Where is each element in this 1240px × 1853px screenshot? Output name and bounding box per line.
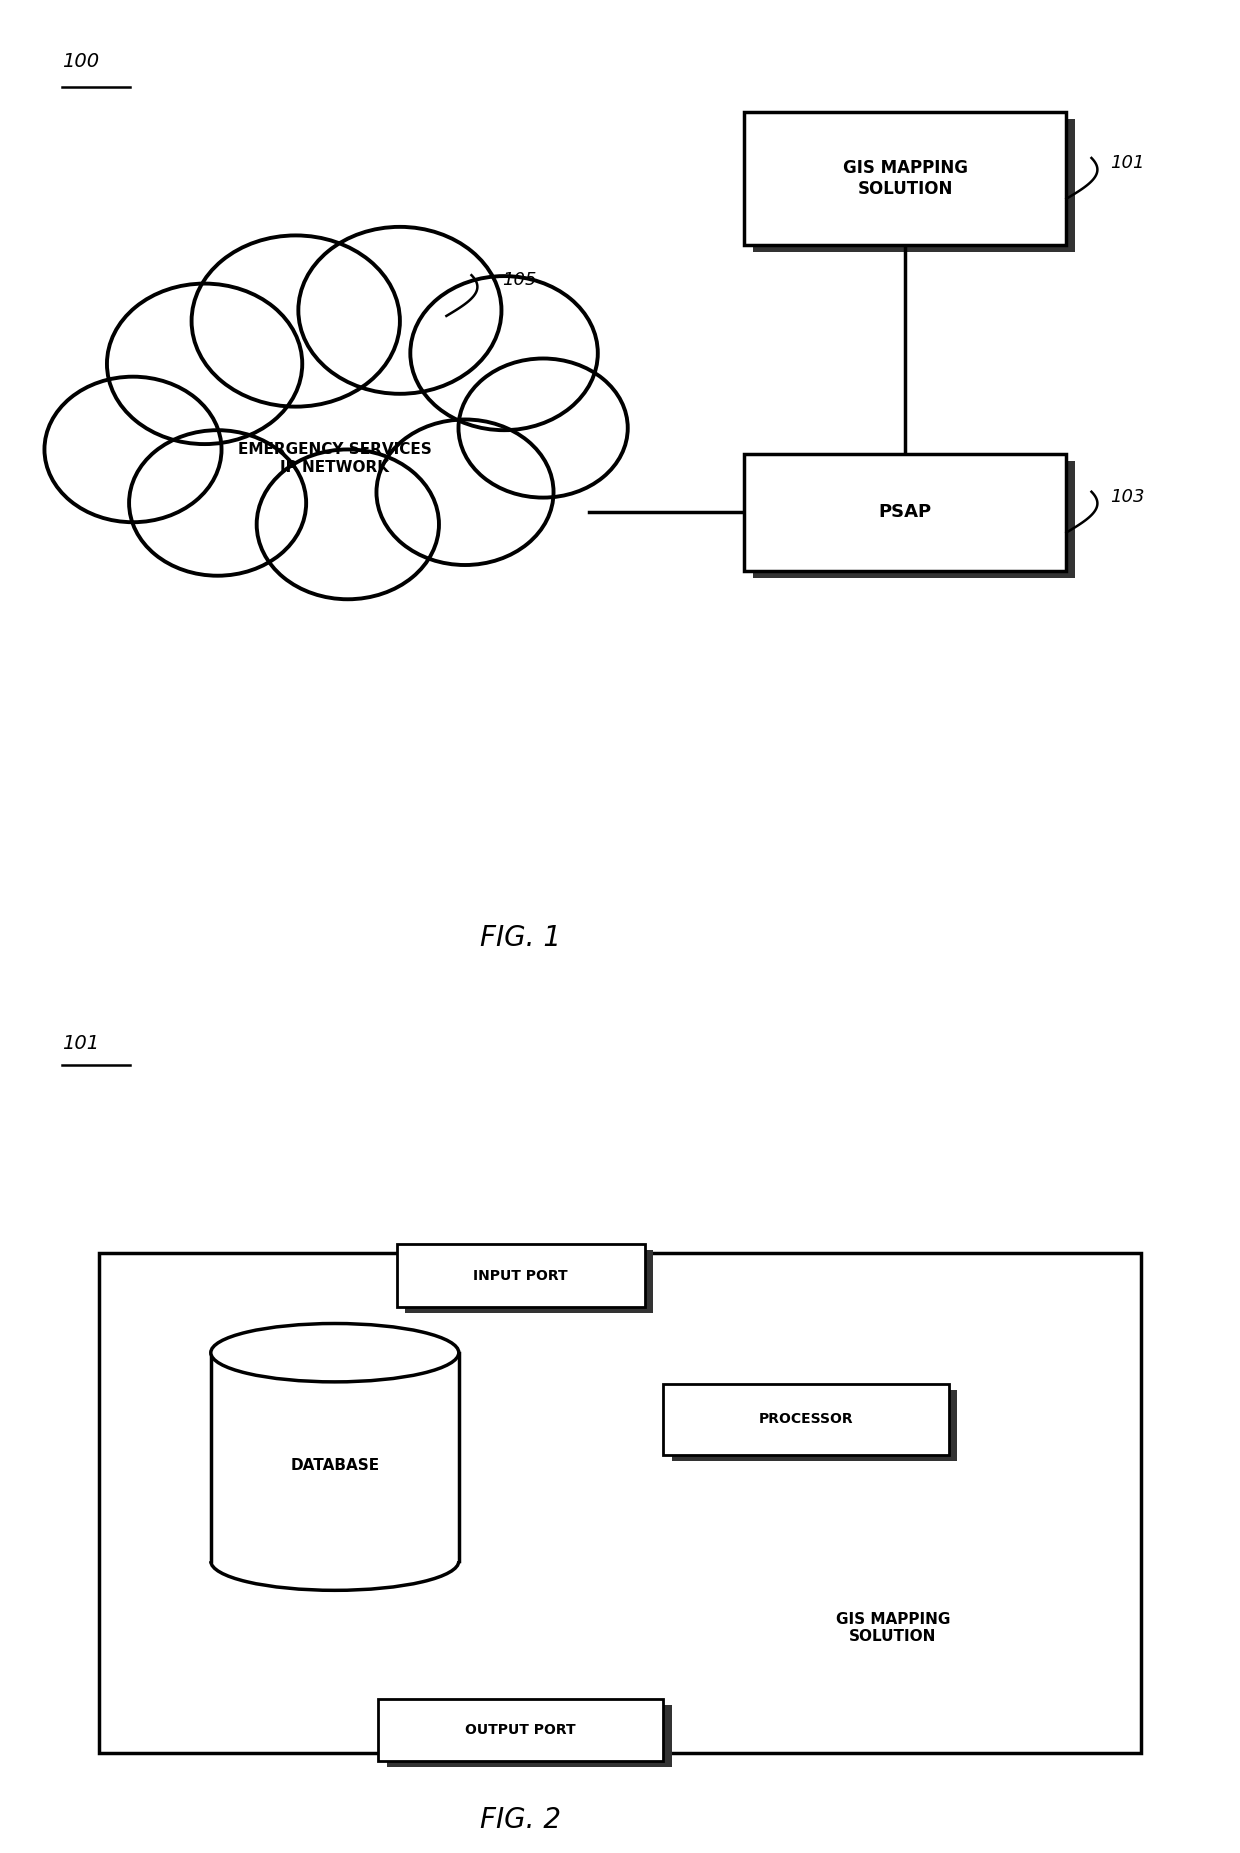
Text: PROCESSOR: PROCESSOR (759, 1412, 853, 1427)
Bar (211, 1353, 459, 1560)
Text: 100: 100 (62, 52, 99, 70)
Text: 101: 101 (1110, 154, 1145, 172)
Text: 101: 101 (62, 1034, 99, 1053)
Text: INPUT PORT: INPUT PORT (474, 1269, 568, 1282)
Bar (405, 1251, 653, 1312)
Bar (753, 119, 1075, 252)
Text: GIS MAPPING
SOLUTION: GIS MAPPING SOLUTION (843, 159, 967, 198)
Circle shape (45, 376, 222, 523)
Text: OUTPUT PORT: OUTPUT PORT (465, 1723, 577, 1736)
Text: EMERGENCY SERVICES
IP NETWORK: EMERGENCY SERVICES IP NETWORK (238, 443, 432, 474)
Text: FIG. 2: FIG. 2 (480, 1805, 562, 1834)
Ellipse shape (211, 1323, 459, 1382)
Bar (744, 454, 1066, 571)
Text: FIG. 1: FIG. 1 (480, 923, 562, 952)
Bar (99, 1253, 1141, 1753)
Circle shape (459, 358, 627, 498)
Circle shape (107, 284, 303, 445)
Circle shape (192, 235, 399, 406)
Bar (397, 1245, 645, 1306)
Circle shape (299, 226, 501, 395)
Bar (672, 1390, 957, 1460)
Circle shape (377, 419, 553, 565)
Text: 105: 105 (502, 271, 537, 289)
Circle shape (410, 276, 598, 430)
Circle shape (129, 430, 306, 576)
Text: DATABASE: DATABASE (290, 1458, 379, 1473)
Text: 103: 103 (1110, 487, 1145, 506)
Bar (387, 1705, 672, 1768)
Bar (753, 461, 1075, 578)
Bar (378, 1699, 663, 1760)
Text: PSAP: PSAP (879, 504, 931, 521)
Bar (663, 1384, 949, 1455)
Circle shape (257, 450, 439, 599)
Bar (744, 111, 1066, 245)
Text: GIS MAPPING
SOLUTION: GIS MAPPING SOLUTION (836, 1612, 950, 1644)
